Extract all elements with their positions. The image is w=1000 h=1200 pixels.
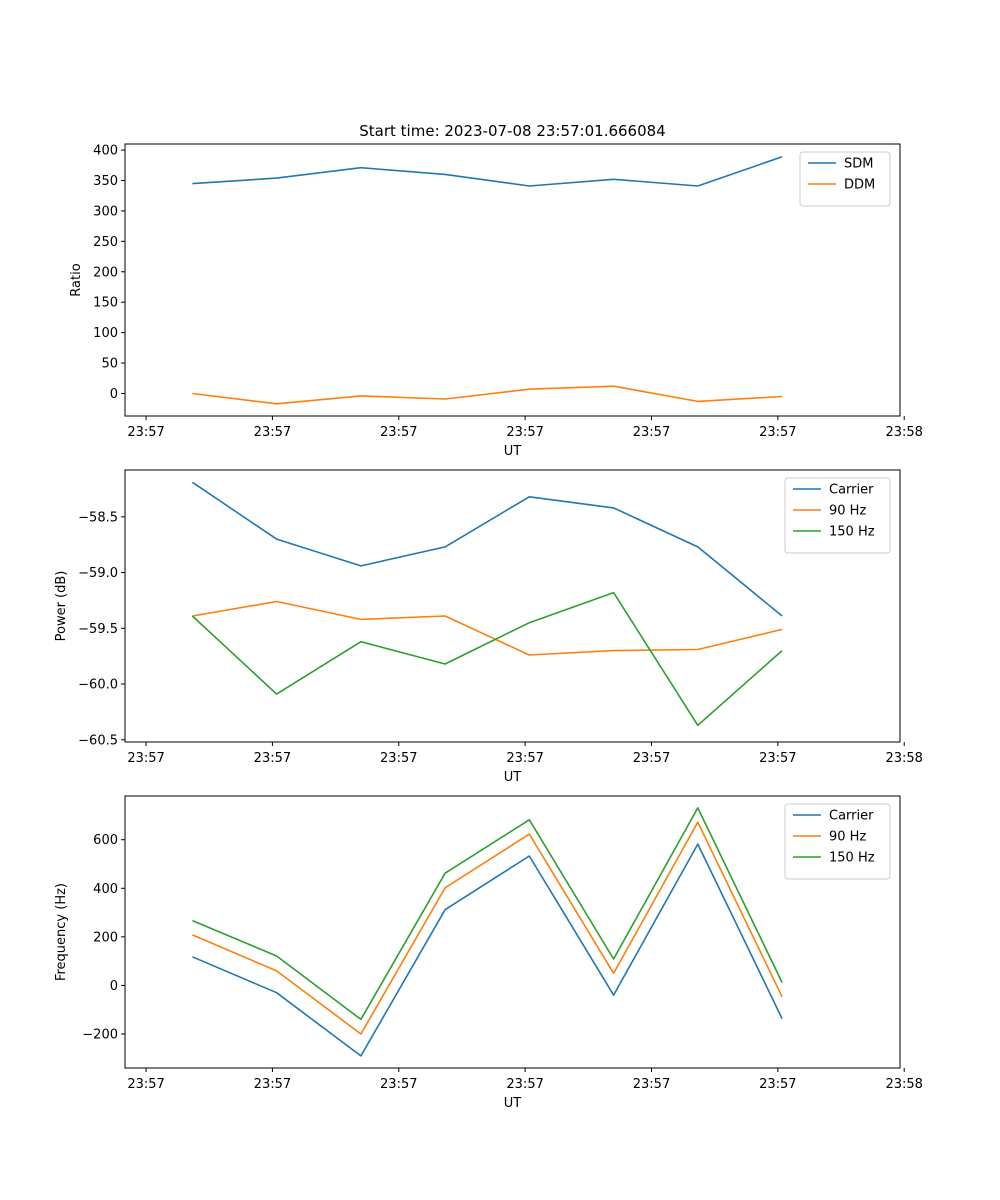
axes-frame bbox=[124, 469, 901, 743]
x-tick-label: 23:58 bbox=[885, 1077, 922, 1092]
x-axis-label: UT bbox=[504, 770, 522, 785]
series-line-ddm bbox=[192, 385, 783, 405]
legend-label: 150 Hz bbox=[829, 525, 875, 540]
x-tick-label: 23:57 bbox=[759, 425, 796, 440]
series-line-90-hz bbox=[192, 821, 783, 1035]
series-line-sdm bbox=[192, 156, 783, 187]
y-tick-label: 600 bbox=[93, 833, 118, 848]
axes-frame bbox=[124, 795, 901, 1069]
legend-label: DDM bbox=[844, 178, 875, 193]
x-tick-label: 23:57 bbox=[254, 425, 291, 440]
x-axis-label: UT bbox=[504, 444, 522, 459]
x-tick-label: 23:57 bbox=[506, 1077, 543, 1092]
legend-box bbox=[799, 151, 891, 207]
x-tick-label: 23:57 bbox=[506, 751, 543, 766]
y-tick-label: 400 bbox=[93, 882, 118, 897]
x-tick-label: 23:57 bbox=[759, 1077, 796, 1092]
y-tick-label: −60.5 bbox=[78, 733, 118, 748]
chart-panel-1: 0 50 100 150 200 250 300 350 400 23:57 23:57 23:57 2… bbox=[69, 122, 923, 459]
y-tick-label: −60.0 bbox=[78, 678, 118, 693]
y-axis-label: Power (dB) bbox=[54, 571, 69, 642]
x-tick-label: 23:57 bbox=[506, 425, 543, 440]
y-tick-label: 50 bbox=[101, 357, 118, 372]
y-tick-label: 100 bbox=[93, 326, 118, 341]
chart-panel-2: −60.5 −60.0 −59.5 −59.0 −58.5 23:57 23:57 23:57… bbox=[54, 469, 923, 785]
series-line-90-hz bbox=[192, 600, 783, 656]
x-tick-label: 23:57 bbox=[380, 425, 417, 440]
series-line-carrier bbox=[191, 481, 783, 617]
x-tick-label: 23:57 bbox=[127, 425, 164, 440]
axes-frame bbox=[124, 143, 901, 417]
series-line-150-hz bbox=[191, 591, 783, 727]
y-axis-label: Frequency (Hz) bbox=[54, 883, 69, 981]
x-tick-label: 23:57 bbox=[633, 1077, 670, 1092]
y-tick-label: −59.0 bbox=[78, 566, 118, 581]
x-axis-label: UT bbox=[504, 1096, 522, 1111]
legend: Carrier 90 Hz 150 Hz bbox=[784, 477, 891, 554]
y-axis-label: Ratio bbox=[69, 263, 84, 296]
x-tick-label: 23:57 bbox=[127, 1077, 164, 1092]
y-tick-label: 250 bbox=[93, 235, 118, 250]
y-tick-label: 0 bbox=[110, 979, 118, 994]
y-tick-label: 350 bbox=[93, 174, 118, 189]
x-tick-label: 23:57 bbox=[633, 751, 670, 766]
chart-title: Start time: 2023-07-08 23:57:01.666084 bbox=[359, 122, 665, 140]
legend-label: Carrier bbox=[829, 483, 874, 498]
y-tick-label: −58.5 bbox=[78, 510, 118, 525]
x-tick-label: 23:58 bbox=[885, 751, 922, 766]
x-tick-label: 23:57 bbox=[254, 1077, 291, 1092]
y-tick-label: 300 bbox=[93, 204, 118, 219]
series-line-150-hz bbox=[192, 807, 783, 1021]
legend: Carrier 90 Hz 150 Hz bbox=[784, 803, 891, 880]
legend-label: Carrier bbox=[829, 809, 874, 824]
y-tick-label: 0 bbox=[110, 387, 118, 402]
x-tick-label: 23:57 bbox=[254, 751, 291, 766]
y-tick-label: 200 bbox=[93, 265, 118, 280]
x-tick-label: 23:57 bbox=[127, 751, 164, 766]
legend-label: 90 Hz bbox=[829, 830, 866, 845]
x-tick-label: 23:57 bbox=[759, 751, 796, 766]
series-line-carrier bbox=[192, 843, 783, 1057]
legend-label: SDM bbox=[844, 157, 873, 172]
y-tick-label: −59.5 bbox=[78, 622, 118, 637]
x-tick-label: 23:58 bbox=[885, 425, 922, 440]
y-tick-label: 400 bbox=[93, 144, 118, 159]
legend-label: 90 Hz bbox=[829, 504, 866, 519]
x-tick-label: 23:57 bbox=[380, 1077, 417, 1092]
legend: SDM DDM bbox=[799, 151, 891, 207]
y-tick-label: −200 bbox=[82, 1028, 118, 1043]
legend-label: 150 Hz bbox=[829, 851, 875, 866]
legend-box bbox=[784, 803, 891, 880]
y-tick-label: 200 bbox=[93, 930, 118, 945]
x-tick-label: 23:57 bbox=[633, 425, 670, 440]
legend-box bbox=[784, 477, 891, 554]
x-tick-label: 23:57 bbox=[380, 751, 417, 766]
y-tick-label: 150 bbox=[93, 296, 118, 311]
chart-panel-3: −200 0 200 400 600 23:57 23:57 23:57 23:57 23:57 2… bbox=[54, 795, 923, 1111]
